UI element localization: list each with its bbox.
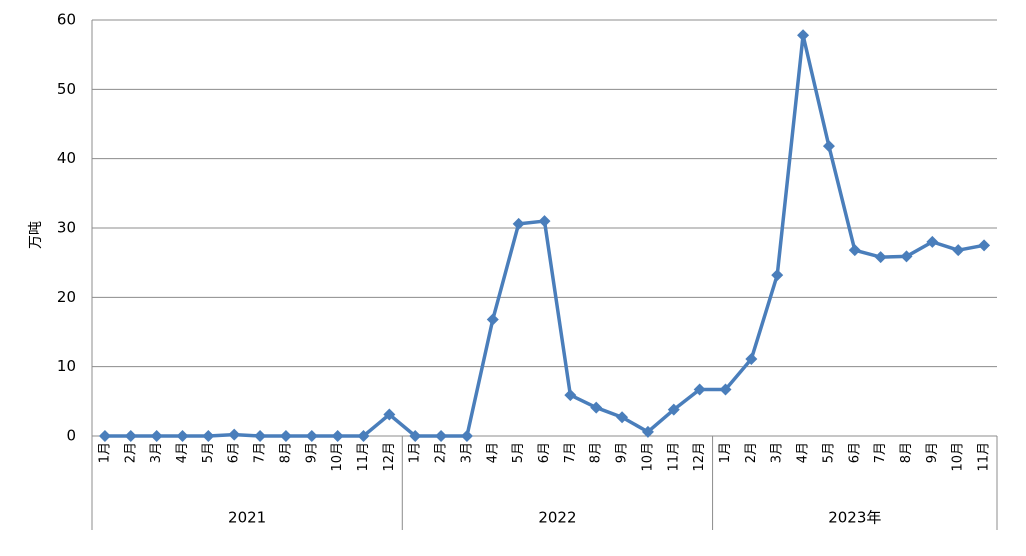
marker bbox=[564, 389, 577, 402]
marker bbox=[331, 430, 344, 442]
y-tick-label: 60 bbox=[57, 11, 76, 29]
x-tick-label: 2月 bbox=[123, 442, 138, 463]
x-tick-label: 11月 bbox=[977, 442, 992, 472]
x-tick-label: 10月 bbox=[640, 442, 655, 472]
marker bbox=[797, 29, 810, 42]
y-axis-label: 万吨 bbox=[28, 221, 44, 249]
x-tick-label: 3月 bbox=[459, 442, 474, 463]
marker bbox=[435, 430, 448, 442]
marker bbox=[279, 430, 292, 442]
x-tick-label: 11月 bbox=[356, 442, 371, 472]
x-tick-label: 1月 bbox=[718, 442, 733, 463]
marker bbox=[771, 269, 784, 282]
x-tick-label: 11月 bbox=[666, 442, 681, 472]
marker bbox=[409, 430, 422, 442]
x-tick-label: 4月 bbox=[485, 442, 500, 463]
group-label: 2021 bbox=[228, 509, 266, 527]
x-tick-label: 12月 bbox=[692, 442, 707, 472]
x-tick-label: 8月 bbox=[278, 442, 293, 463]
marker bbox=[228, 428, 241, 441]
x-tick-label: 6月 bbox=[537, 442, 552, 463]
x-tick-label: 2月 bbox=[744, 442, 759, 463]
marker bbox=[98, 430, 111, 442]
marker bbox=[460, 430, 473, 442]
x-tick-label: 10月 bbox=[951, 442, 966, 472]
x-tick-label: 8月 bbox=[589, 442, 604, 463]
group-label: 2023年 bbox=[828, 509, 881, 527]
x-tick-label: 5月 bbox=[201, 442, 216, 463]
y-tick-label: 20 bbox=[57, 288, 76, 306]
marker bbox=[305, 430, 318, 442]
marker bbox=[254, 430, 267, 442]
x-tick-label: 6月 bbox=[227, 442, 242, 463]
marker bbox=[978, 239, 991, 252]
x-tick-label: 9月 bbox=[925, 442, 940, 463]
x-tick-label: 2月 bbox=[434, 442, 449, 463]
y-tick-label: 0 bbox=[66, 427, 76, 445]
marker bbox=[719, 383, 732, 396]
marker bbox=[641, 425, 654, 438]
x-tick-label: 7月 bbox=[563, 442, 578, 463]
marker bbox=[822, 140, 835, 153]
marker bbox=[538, 215, 551, 228]
marker bbox=[486, 313, 499, 326]
x-tick-label: 3月 bbox=[770, 442, 785, 463]
marker bbox=[900, 250, 913, 263]
marker bbox=[124, 430, 137, 442]
marker bbox=[202, 430, 215, 442]
x-tick-label: 4月 bbox=[175, 442, 190, 463]
marker bbox=[874, 251, 887, 264]
y-tick-label: 10 bbox=[57, 357, 76, 375]
marker bbox=[590, 401, 603, 414]
line bbox=[104, 33, 985, 438]
x-tick-label: 7月 bbox=[253, 442, 268, 463]
x-tick-label: 7月 bbox=[873, 442, 888, 463]
marker bbox=[150, 430, 163, 442]
x-tick-label: 10月 bbox=[330, 442, 345, 472]
marker bbox=[848, 244, 861, 257]
marker bbox=[176, 430, 189, 442]
x-tick-label: 8月 bbox=[899, 442, 914, 463]
marker bbox=[667, 403, 680, 416]
x-tick-label: 5月 bbox=[511, 442, 526, 463]
x-tick-label: 6月 bbox=[847, 442, 862, 463]
x-tick-label: 5月 bbox=[821, 442, 836, 463]
group-label: 2022 bbox=[538, 509, 576, 527]
y-tick-label: 30 bbox=[57, 219, 76, 237]
marker bbox=[512, 217, 525, 230]
marker bbox=[926, 235, 939, 248]
marker bbox=[383, 408, 396, 421]
y-tick-label: 40 bbox=[57, 149, 76, 167]
x-tick-label: 1月 bbox=[97, 442, 112, 463]
marker bbox=[616, 411, 629, 424]
marker bbox=[745, 353, 758, 366]
marker bbox=[357, 430, 370, 442]
marker bbox=[952, 244, 965, 257]
x-tick-label: 4月 bbox=[796, 442, 811, 463]
marker bbox=[693, 383, 706, 396]
y-tick-label: 50 bbox=[57, 80, 76, 98]
x-tick-label: 3月 bbox=[149, 442, 164, 463]
x-tick-label: 1月 bbox=[408, 442, 423, 463]
x-tick-label: 9月 bbox=[304, 442, 319, 463]
x-tick-label: 9月 bbox=[615, 442, 630, 463]
x-tick-label: 12月 bbox=[382, 442, 397, 472]
